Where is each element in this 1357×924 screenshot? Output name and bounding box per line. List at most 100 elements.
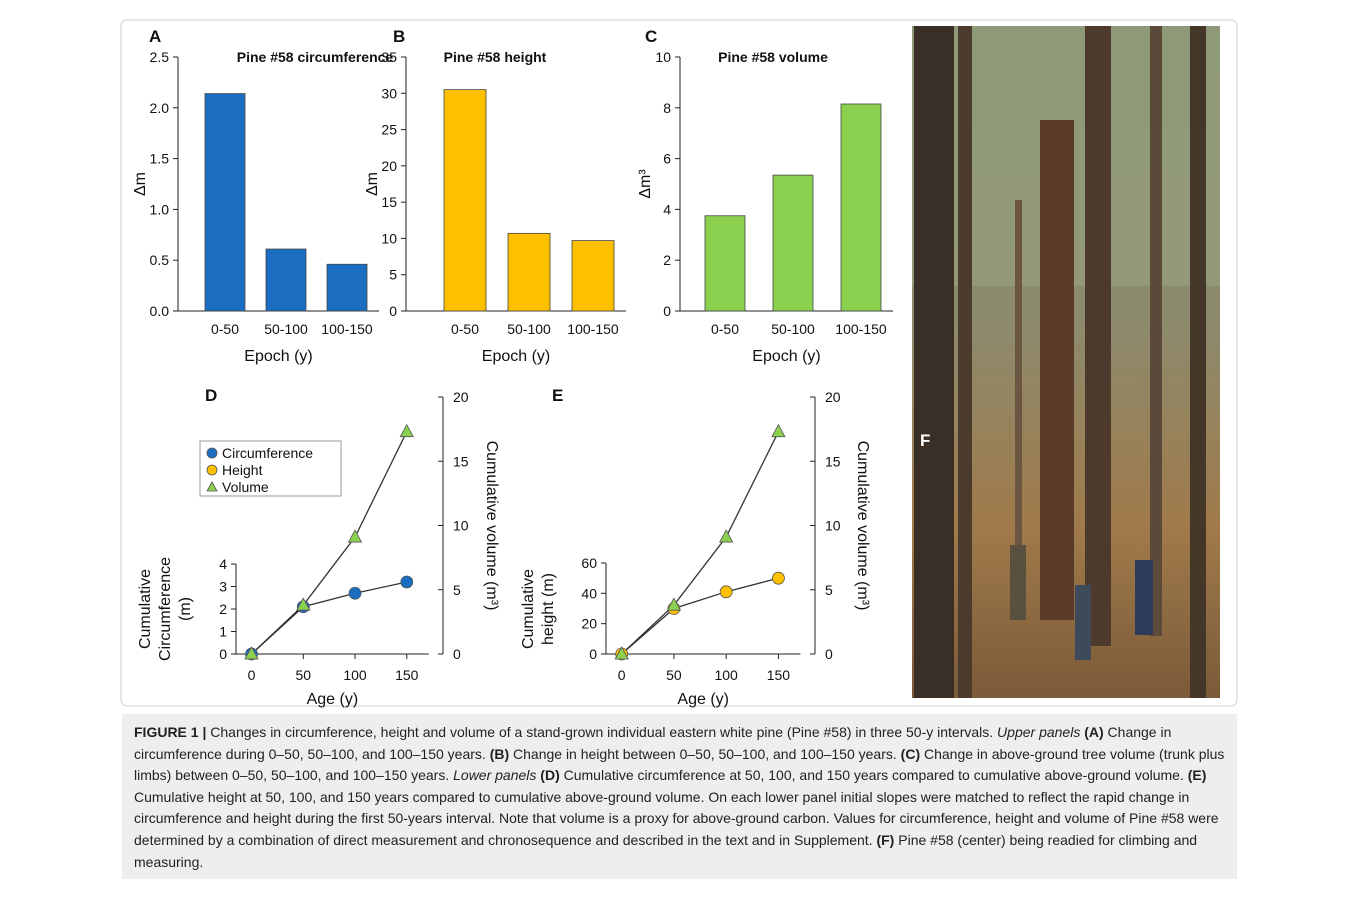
y-tick-label: 0 [589, 646, 597, 662]
y-tick-label: 25 [381, 122, 397, 138]
caption-run: Changes in circumference, height and vol… [206, 724, 997, 740]
bar [572, 241, 614, 311]
photo-trunk [1040, 120, 1074, 620]
bar [327, 264, 367, 311]
photo-trunk [958, 26, 972, 698]
caption-run: Upper panels [997, 724, 1080, 740]
caption-run: FIGURE 1 | [134, 724, 206, 740]
caption-run: (D) [536, 767, 559, 783]
y-tick-label: 15 [381, 194, 397, 210]
bar [266, 249, 306, 311]
legend-marker [207, 465, 217, 475]
caption-run: Cumulative circumference at 50, 100, and… [560, 767, 1188, 783]
bar [205, 94, 245, 311]
y2-tick-label: 0 [825, 646, 833, 662]
bar [773, 175, 813, 311]
y-tick-label: 5 [389, 267, 397, 283]
y-tick-label: 20 [381, 158, 397, 174]
y-tick-label: 4 [219, 556, 227, 572]
x-tick-label: 0-50 [211, 321, 239, 337]
x-tick-label: 50 [666, 667, 682, 683]
y-tick-label: 0 [389, 303, 397, 319]
y-tick-label: 3 [219, 579, 227, 595]
chart-title: Pine #58 height [444, 49, 547, 65]
caption-run: (B) [490, 746, 509, 762]
y-axis-label: Cumulative [137, 569, 154, 649]
marker [720, 530, 733, 542]
y2-axis-label: Cumulative volume (m³) [854, 441, 871, 611]
panel-letter: A [149, 27, 161, 46]
y-axis-label: Circumference [157, 557, 174, 661]
series-line [252, 582, 407, 654]
photo-trunk [1190, 26, 1206, 698]
marker [720, 586, 732, 598]
y2-tick-label: 10 [453, 518, 469, 534]
y-tick-label: 0.0 [150, 303, 170, 319]
photo-person [1135, 560, 1153, 635]
caption-run: (A) [1080, 724, 1103, 740]
y-tick-label: 10 [655, 49, 671, 65]
y-tick-label: 1.0 [150, 201, 170, 217]
x-tick-label: 100-150 [835, 321, 887, 337]
x-tick-label: 100-150 [321, 321, 373, 337]
y-axis-label: (m) [177, 597, 194, 621]
y2-tick-label: 0 [453, 646, 461, 662]
page: {"chart_data": [ {"type": "bar", "panel"… [0, 0, 1357, 924]
x-axis-label: Epoch (y) [244, 348, 312, 365]
bar [508, 233, 550, 311]
series-line [622, 578, 779, 654]
chart-title: Pine #58 volume [718, 49, 828, 65]
bar [841, 104, 881, 311]
bar [705, 216, 745, 311]
photo-person [1010, 545, 1026, 620]
panel-letter: C [645, 27, 657, 46]
x-tick-label: 50-100 [264, 321, 308, 337]
panel-letter: D [205, 386, 217, 405]
y-tick-label: 0.5 [150, 252, 170, 268]
y-tick-label: 20 [581, 616, 597, 632]
legend-label: Height [222, 462, 263, 478]
photo-trunk [1150, 26, 1162, 636]
x-tick-label: 150 [767, 667, 791, 683]
x-tick-label: 150 [395, 667, 419, 683]
y-axis-label: Δm [364, 172, 381, 196]
y-tick-label: 4 [663, 201, 671, 217]
y-tick-label: 1 [219, 624, 227, 640]
photo-person [1075, 585, 1091, 660]
photo-trunk [1085, 26, 1111, 646]
x-axis-label: Age (y) [307, 691, 359, 708]
x-tick-label: 100-150 [567, 321, 619, 337]
y-tick-label: 35 [381, 49, 397, 65]
legend-label: Volume [222, 479, 269, 495]
marker [401, 576, 413, 588]
photo [912, 26, 1220, 698]
marker [772, 572, 784, 584]
y-tick-label: 1.5 [150, 151, 170, 167]
caption: FIGURE 1 | Changes in circumference, hei… [122, 714, 1237, 879]
chart-title: Pine #58 circumference [237, 49, 394, 65]
legend-label: Circumference [222, 445, 313, 461]
panel-letter: B [393, 27, 405, 46]
y2-tick-label: 10 [825, 518, 841, 534]
series-line [622, 432, 779, 654]
y-tick-label: 8 [663, 100, 671, 116]
panel-letter: E [552, 386, 563, 405]
y-tick-label: 10 [381, 230, 397, 246]
y-tick-label: 30 [381, 85, 397, 101]
y-tick-label: 60 [581, 555, 597, 571]
y-axis-label: height (m) [540, 573, 557, 645]
marker [400, 425, 413, 437]
y-axis-label: Cumulative [520, 569, 537, 649]
y-tick-label: 2 [663, 252, 671, 268]
y2-tick-label: 15 [453, 453, 469, 469]
y2-axis-label: Cumulative volume (m³) [483, 441, 500, 611]
y-tick-label: 40 [581, 585, 597, 601]
caption-run: Lower panels [453, 767, 536, 783]
y2-tick-label: 5 [825, 582, 833, 598]
caption-run: (F) [876, 832, 894, 848]
caption-run: (C) [901, 746, 920, 762]
y-axis-label: Δm [132, 172, 149, 196]
y-tick-label: 2 [219, 601, 227, 617]
y2-tick-label: 20 [825, 389, 841, 405]
